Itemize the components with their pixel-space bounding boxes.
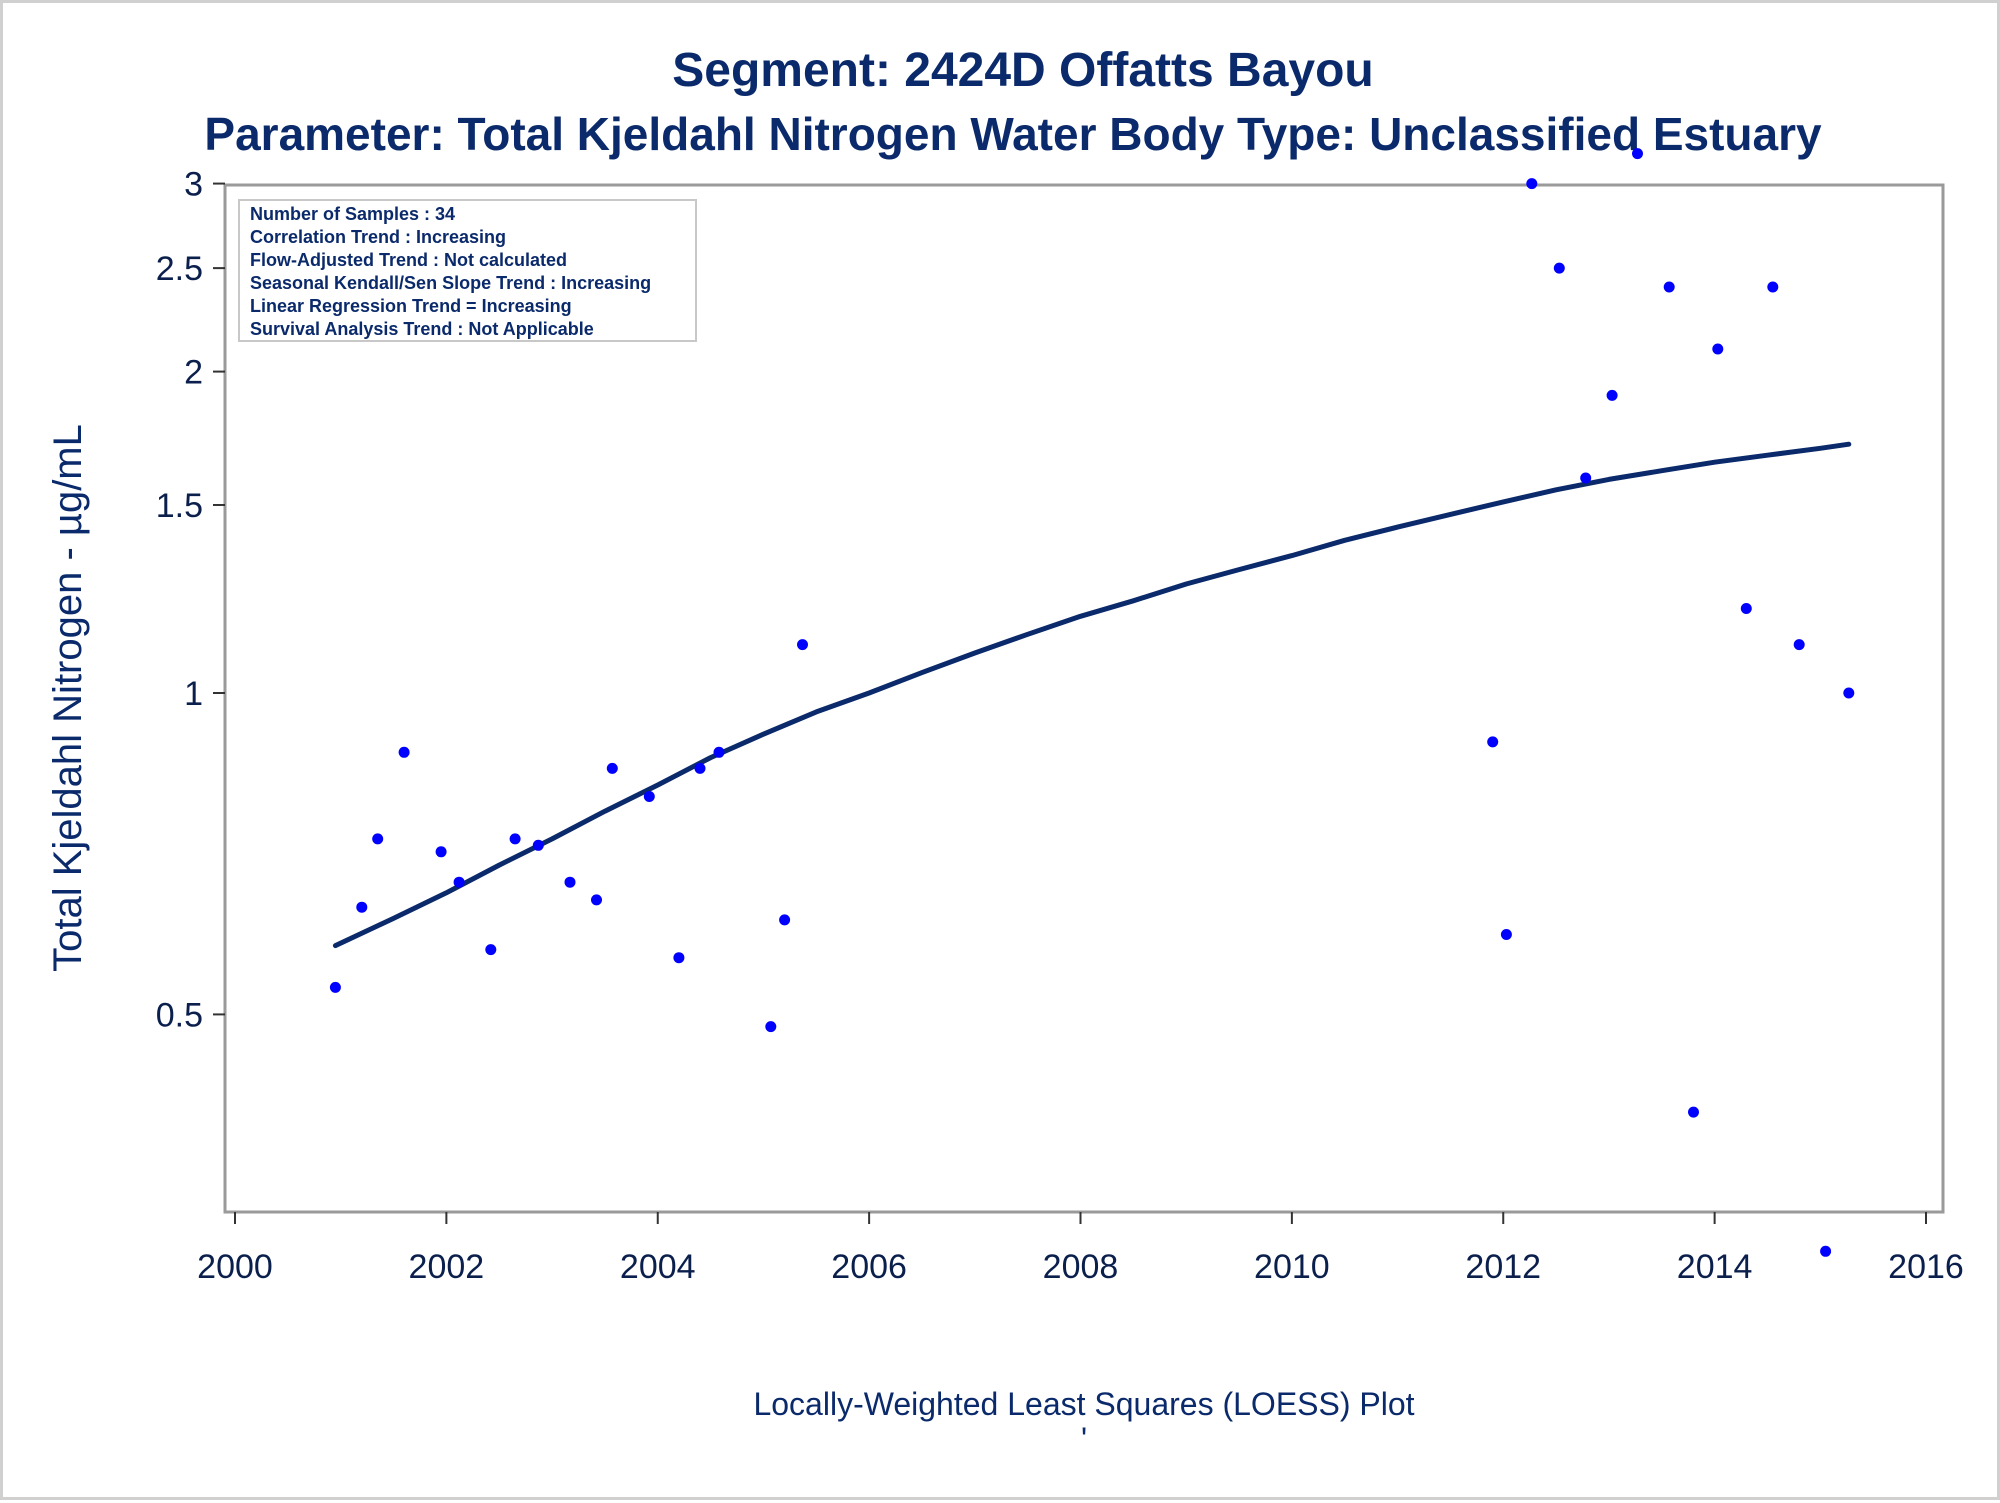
info-line-flow-adjusted: Flow-Adjusted Trend : Not calculated bbox=[250, 250, 567, 270]
data-point bbox=[643, 791, 655, 802]
data-point bbox=[1500, 929, 1512, 940]
x-tick-label: 2014 bbox=[1677, 1248, 1753, 1286]
data-point bbox=[606, 762, 618, 774]
chart-title: Segment: 2424D Offatts Bayou bbox=[672, 44, 1374, 97]
data-point bbox=[797, 639, 808, 651]
data-point bbox=[673, 952, 685, 964]
x-tick-label: 2010 bbox=[1254, 1248, 1330, 1286]
data-point bbox=[713, 746, 725, 758]
y-axis-label: Total Kjeldahl Nitrogen - µg/mL bbox=[46, 424, 90, 972]
x-tick-label: 2012 bbox=[1465, 1248, 1541, 1286]
data-point bbox=[532, 839, 544, 851]
loess-line bbox=[332, 441, 1852, 949]
info-line-survival-analysis: Survival Analysis Trend : Not Applicable bbox=[250, 319, 594, 339]
chart-subtitle: Parameter: Total Kjeldahl Nitrogen Water… bbox=[204, 108, 1822, 160]
info-line-samples: Number of Samples : 34 bbox=[250, 204, 455, 224]
data-point bbox=[1793, 639, 1805, 651]
data-point bbox=[1606, 389, 1618, 401]
x-tick-label: 2004 bbox=[620, 1248, 696, 1286]
data-point bbox=[1740, 603, 1752, 614]
data-point bbox=[1767, 281, 1779, 293]
data-point bbox=[372, 833, 384, 845]
x-tick-label: 2000 bbox=[197, 1248, 273, 1286]
data-point bbox=[1553, 262, 1565, 274]
x-axis: 2000 2002 2004 2006 2008 2010 2012 2014 2016 bbox=[197, 1212, 1964, 1286]
data-point bbox=[1820, 1245, 1832, 1257]
data-point bbox=[591, 894, 602, 906]
data-point bbox=[765, 1021, 777, 1033]
data-point bbox=[1663, 281, 1675, 293]
data-point bbox=[1688, 1106, 1699, 1118]
data-point bbox=[1580, 472, 1592, 484]
data-point bbox=[329, 981, 341, 993]
info-line-seasonal-kendall: Seasonal Kendall/Sen Slope Trend : Incre… bbox=[250, 273, 651, 293]
footnote: Locally-Weighted Least Squares (LOESS) P… bbox=[753, 1386, 1414, 1422]
data-point bbox=[453, 876, 465, 888]
data-point bbox=[1526, 178, 1538, 190]
plot-area bbox=[223, 183, 1945, 1214]
x-tick-label: 2006 bbox=[831, 1248, 907, 1286]
trend-info-box: Number of Samples : 34 Correlation Trend… bbox=[238, 199, 697, 342]
data-point bbox=[485, 944, 497, 956]
y-tick-label: 2.5 bbox=[156, 250, 203, 288]
footnote-mark: ' bbox=[1081, 1421, 1087, 1457]
points-layer bbox=[329, 148, 1855, 1257]
y-tick-label: 2 bbox=[184, 354, 203, 392]
y-tick-label: 0.5 bbox=[156, 996, 203, 1034]
x-tick-label: 2016 bbox=[1888, 1248, 1964, 1286]
data-point bbox=[398, 746, 410, 758]
data-point bbox=[1843, 687, 1855, 699]
data-point bbox=[435, 846, 447, 858]
x-tick-label: 2002 bbox=[409, 1248, 485, 1286]
loess-trend-chart: Segment: 2424D Offatts Bayou Parameter: … bbox=[46, 44, 1964, 1457]
info-line-correlation: Correlation Trend : Increasing bbox=[250, 227, 506, 247]
data-point bbox=[509, 833, 521, 845]
data-point bbox=[564, 876, 576, 888]
y-tick-label: 1.5 bbox=[156, 487, 203, 525]
data-point bbox=[779, 914, 791, 926]
data-point bbox=[1632, 148, 1643, 160]
info-line-linear-regression: Linear Regression Trend = Increasing bbox=[250, 296, 572, 316]
data-point bbox=[356, 901, 368, 913]
data-point bbox=[694, 762, 706, 774]
x-tick-label: 2008 bbox=[1043, 1248, 1119, 1286]
data-point bbox=[1487, 736, 1499, 748]
loess-layer bbox=[332, 441, 1852, 949]
y-tick-label: 3 bbox=[184, 166, 203, 204]
y-tick-label: 1 bbox=[184, 675, 203, 713]
info-box-border bbox=[238, 199, 697, 342]
y-axis: 0.5 1 1.5 2 2.5 3 bbox=[156, 166, 225, 1034]
data-point bbox=[1712, 343, 1724, 355]
